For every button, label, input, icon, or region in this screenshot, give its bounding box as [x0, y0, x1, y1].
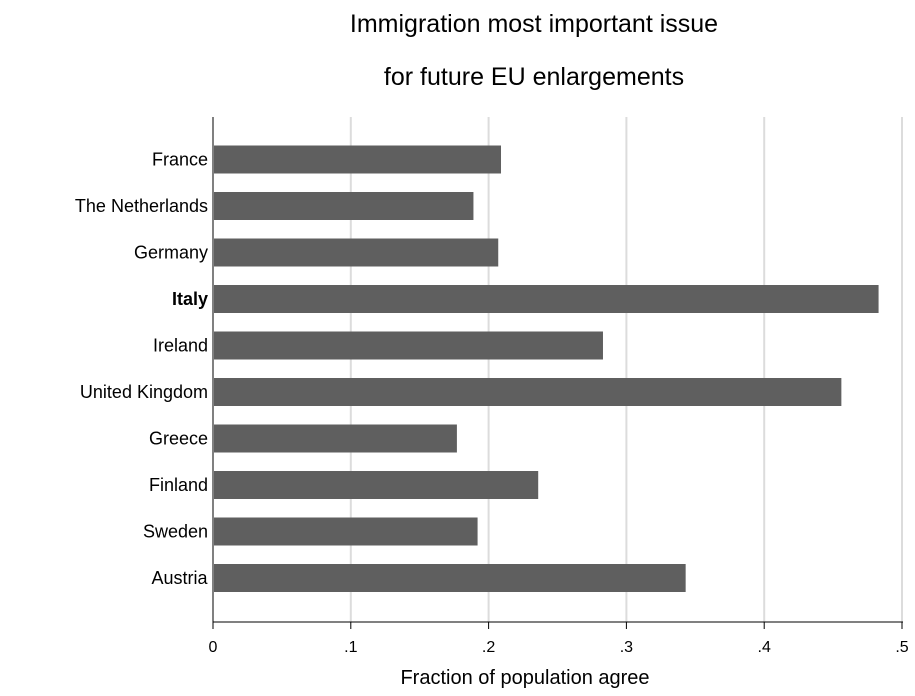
category-labels: France The Netherlands Germany Italy Ireland…: [75, 150, 209, 589]
chart-title-line-1: Immigration most important issue: [350, 10, 718, 38]
x-tick-label-4: .4: [758, 639, 771, 656]
category-label-austria: Austria: [151, 568, 208, 588]
axes: [212, 117, 903, 623]
category-label-france: France: [152, 150, 208, 170]
x-axis-title: Fraction of population agree: [400, 667, 649, 689]
bar-france: [214, 145, 502, 174]
category-label-the-netherlands: The Netherlands: [75, 196, 208, 216]
category-label-united-kingdom: United Kingdom: [80, 382, 208, 402]
category-label-finland: Finland: [149, 475, 208, 495]
category-label-ireland: Ireland: [153, 336, 208, 356]
bar-united-kingdom: [214, 378, 842, 406]
chart-title-line-2: for future EU enlargements: [384, 63, 684, 91]
x-tick-label-5: .5: [895, 639, 908, 656]
bar-sweden: [214, 517, 478, 546]
bar-greece: [214, 424, 457, 453]
bars: [214, 145, 879, 592]
bar-germany: [214, 238, 499, 267]
category-label-italy: Italy: [172, 289, 208, 309]
bar-austria: [214, 564, 686, 592]
category-label-germany: Germany: [134, 243, 208, 263]
category-label-sweden: Sweden: [143, 522, 208, 542]
bar-the-netherlands: [214, 192, 474, 220]
x-ticks: 0 .1 .2 .3 .4 .5: [209, 622, 909, 656]
bar-finland: [214, 471, 539, 499]
x-tick-label-1: .1: [344, 639, 357, 656]
category-label-greece: Greece: [149, 429, 208, 449]
bar-italy: [214, 285, 879, 313]
x-tick-label-2: .2: [482, 639, 495, 656]
x-tick-label-0: 0: [209, 639, 218, 656]
x-tick-label-3: .3: [620, 639, 633, 656]
bar-ireland: [214, 331, 603, 360]
